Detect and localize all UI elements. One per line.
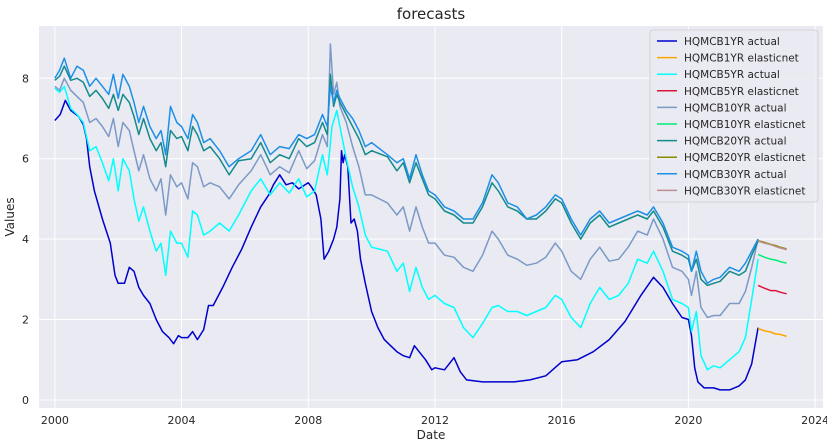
series-line-hqmcb10yr-actual <box>54 43 759 319</box>
y-tick-label: 8 <box>22 72 29 85</box>
series-line-hqmcb1yr-elasticnet <box>757 327 787 338</box>
legend-label: HQMCB5YR actual <box>684 69 780 81</box>
series-line-hqmcb5yr-actual <box>54 85 759 371</box>
x-tick-label: 2024 <box>801 414 827 427</box>
x-tick-label: 2000 <box>41 414 69 427</box>
y-tick-label: 6 <box>22 153 29 166</box>
y-tick-label: 2 <box>22 314 29 327</box>
legend-label: HQMCB20YR actual <box>684 136 787 148</box>
legend-label: HQMCB20YR elasticnet <box>684 152 805 164</box>
series-layer <box>54 43 787 391</box>
y-axis-label: Values <box>3 197 17 236</box>
series-line-hqmcb10yr-elasticnet <box>757 253 787 264</box>
x-tick-label: 2008 <box>294 414 322 427</box>
y-tick-label: 4 <box>22 233 29 246</box>
legend: HQMCB1YR actual HQMCB1YR elasticnet HQMCB5… <box>649 29 819 203</box>
legend-label: HQMCB10YR actual <box>684 102 787 114</box>
y-axis-ticks: 0 2 4 6 8 <box>22 72 29 407</box>
legend-label: HQMCB1YR elasticnet <box>684 53 799 65</box>
series-line-hqmcb1yr-actual <box>54 99 759 391</box>
x-tick-label: 2020 <box>674 414 702 427</box>
legend-box <box>649 29 819 203</box>
x-axis-label: Date <box>417 428 446 442</box>
legend-label: HQMCB1YR actual <box>684 36 780 48</box>
legend-label: HQMCB30YR elasticnet <box>684 185 805 197</box>
series-line-hqmcb20yr-actual <box>54 65 759 287</box>
series-line-hqmcb30yr-elasticnet <box>757 240 787 251</box>
series-line-hqmcb5yr-elasticnet <box>757 284 787 295</box>
series-line-hqmcb30yr-actual <box>54 57 759 285</box>
x-tick-label: 2016 <box>548 414 576 427</box>
x-tick-label: 2012 <box>421 414 449 427</box>
legend-label: HQMCB5YR elasticnet <box>684 86 799 98</box>
x-tick-label: 2004 <box>168 414 196 427</box>
chart-title: forecasts <box>397 5 466 23</box>
legend-label: HQMCB30YR actual <box>684 169 787 181</box>
legend-label: HQMCB10YR elasticnet <box>684 119 805 131</box>
x-axis-ticks: 2000 2004 2008 2012 2016 2020 2024 <box>41 414 827 427</box>
y-tick-label: 0 <box>22 394 29 407</box>
